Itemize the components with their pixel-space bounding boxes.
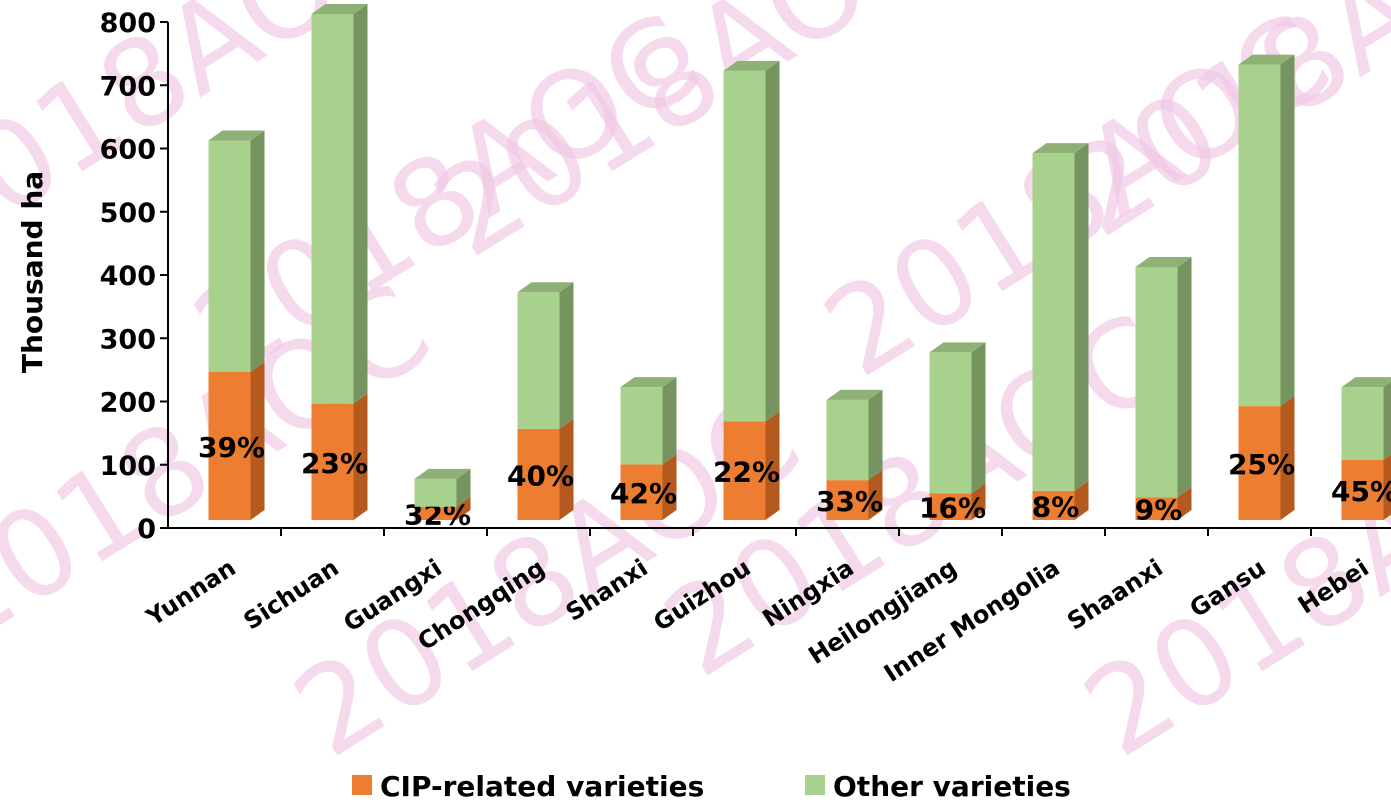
legend-swatch: [352, 775, 372, 795]
share-label: 25%: [1228, 448, 1295, 481]
bar-side: [765, 411, 780, 520]
bar-top: [1341, 377, 1391, 388]
bar: [1341, 387, 1384, 460]
y-tick-label: 400: [100, 261, 156, 292]
bar-top: [723, 60, 780, 71]
y-tick-label: 200: [100, 388, 156, 419]
bar-top: [311, 4, 368, 14]
bar: [1032, 153, 1075, 491]
share-label: 16%: [919, 492, 986, 525]
bar-top: [929, 342, 986, 353]
bar: [929, 352, 972, 494]
bar-side: [868, 389, 883, 481]
bar-top: [414, 468, 471, 479]
bar: [311, 403, 354, 520]
bar: [1135, 267, 1178, 498]
bar-side: [1177, 487, 1192, 520]
bar-top: [517, 282, 574, 293]
bar-side: [250, 361, 265, 520]
share-label: 22%: [713, 456, 780, 489]
share-label: 42%: [610, 477, 677, 510]
y-tick-label: 700: [100, 71, 156, 102]
bar: [826, 399, 869, 481]
bar: [1238, 64, 1281, 407]
bar-side: [971, 483, 986, 520]
y-axis-title: Thousand ha: [16, 171, 49, 373]
bar-side: [456, 468, 471, 507]
bar-side: [1280, 54, 1295, 407]
bar-side: [559, 418, 574, 520]
bar-top: [826, 389, 883, 400]
legend-swatch: [805, 775, 825, 795]
bar-side: [353, 393, 368, 520]
share-label: 40%: [507, 459, 574, 492]
bar-side: [662, 377, 677, 465]
bar-top: [208, 130, 265, 141]
bar-side: [353, 4, 368, 404]
share-label: 9%: [1135, 494, 1183, 527]
legend-label: CIP-related varieties: [380, 770, 704, 803]
bar-side: [250, 130, 265, 372]
bar-side: [868, 470, 883, 520]
bar-side: [456, 496, 471, 520]
y-tick-label: 800: [100, 8, 156, 39]
bar: [311, 14, 354, 404]
share-label: 33%: [816, 485, 883, 518]
bar: [1032, 490, 1075, 520]
bar: [929, 493, 972, 520]
share-label: 45%: [1331, 475, 1391, 508]
x-tick-label: Yunnan: [141, 554, 241, 633]
bar: [208, 140, 251, 372]
bar-side: [1383, 381, 1391, 460]
bar: [620, 464, 663, 520]
bar-side: [1074, 480, 1089, 520]
y-tick-label: 0: [137, 514, 156, 545]
bar-side: [1074, 143, 1089, 491]
share-label: 8%: [1032, 490, 1080, 523]
bar: [723, 421, 766, 520]
y-tick-label: 100: [100, 451, 156, 482]
bar-top: [1032, 143, 1089, 154]
watermark-text: 2018AOC: [1042, 0, 1391, 265]
bar: [208, 371, 251, 520]
bar-side: [1177, 257, 1192, 498]
bar-side: [559, 282, 574, 429]
bar-side: [662, 454, 677, 520]
bar-side: [1383, 454, 1391, 520]
bar: [723, 70, 766, 422]
y-tick-label: 300: [100, 324, 156, 355]
bar: [1135, 497, 1178, 520]
bar-top: [620, 377, 677, 388]
bar: [414, 478, 457, 507]
bar: [517, 428, 560, 520]
bar-top: [1238, 54, 1295, 65]
bar: [1341, 459, 1384, 520]
bar-side: [971, 342, 986, 494]
x-tick-label: Sichuan: [239, 554, 344, 636]
bar: [517, 292, 560, 429]
legend-label: Other varieties: [833, 770, 1071, 803]
bar-side: [1280, 396, 1295, 520]
y-tick-label: 500: [100, 198, 156, 229]
y-tick-label: 600: [100, 135, 156, 166]
bar: [1238, 406, 1281, 520]
share-label: 23%: [301, 447, 368, 480]
bar: [620, 387, 663, 465]
bar: [826, 480, 869, 520]
bar-top: [1135, 257, 1192, 267]
share-label: 39%: [198, 431, 265, 464]
bar: [414, 506, 457, 520]
bar-side: [765, 60, 780, 422]
